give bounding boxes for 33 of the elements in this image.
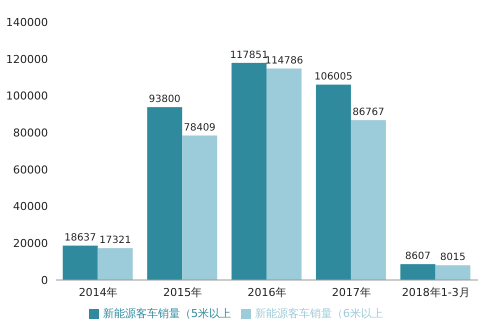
bar	[182, 136, 218, 280]
y-tick-label: 0	[41, 274, 48, 287]
y-tick-label: 60000	[13, 163, 48, 176]
data-label: 17321	[99, 235, 132, 246]
y-tick-label: 120000	[6, 52, 48, 66]
y-tick-label: 140000	[6, 16, 48, 29]
bar	[400, 264, 436, 280]
data-label: 8607	[405, 251, 431, 262]
bar	[232, 62, 267, 280]
y-tick-label: 40000	[13, 200, 48, 214]
x-tick-label: 2014年	[78, 286, 118, 299]
y-tick-label: 80000	[13, 126, 48, 140]
y-tick-label: 100000	[6, 90, 48, 103]
data-label: 78409	[184, 122, 216, 134]
bar	[316, 84, 351, 280]
data-label: 18637	[64, 232, 96, 244]
data-label: 8015	[440, 252, 466, 264]
data-label: 106005	[314, 72, 353, 83]
legend-label: 新能源客车销量（5米以上	[103, 307, 231, 320]
bar	[62, 246, 98, 280]
data-label: 93800	[148, 94, 181, 106]
bar	[350, 120, 386, 280]
bar	[435, 265, 470, 280]
x-tick-label: 2018年1-3月	[402, 286, 470, 299]
y-tick-label: 20000	[13, 237, 48, 250]
bar	[266, 68, 302, 280]
legend-label: 新能源客车销量（6米以上	[255, 307, 383, 320]
bar	[98, 248, 133, 280]
x-tick-label: 2016年	[248, 286, 286, 299]
data-label: 86767	[352, 107, 384, 118]
bar	[147, 107, 182, 280]
x-tick-label: 2017年	[332, 286, 371, 299]
x-tick-label: 2015年	[163, 286, 202, 299]
